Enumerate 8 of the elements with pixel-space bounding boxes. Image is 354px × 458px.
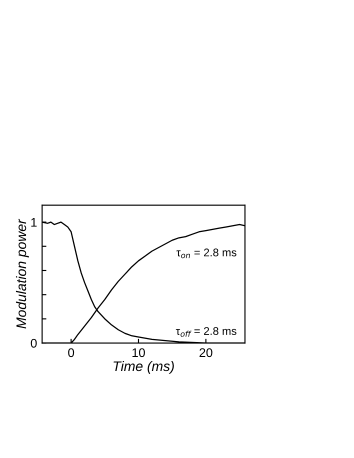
y-tick-label: 1: [31, 218, 37, 227]
annotation: τ$_{off}$ = 2.8 ms: [176, 327, 236, 337]
x-tick-label: 10: [132, 348, 145, 358]
x-axis-title: Time (ms): [114, 360, 174, 374]
y-axis-title: Modulation power: [16, 218, 29, 328]
x-tick-label: 20: [200, 348, 212, 358]
x-tick-label: 0: [68, 348, 74, 358]
annotation: τ$_{on}$ = 2.8 ms: [176, 248, 236, 258]
